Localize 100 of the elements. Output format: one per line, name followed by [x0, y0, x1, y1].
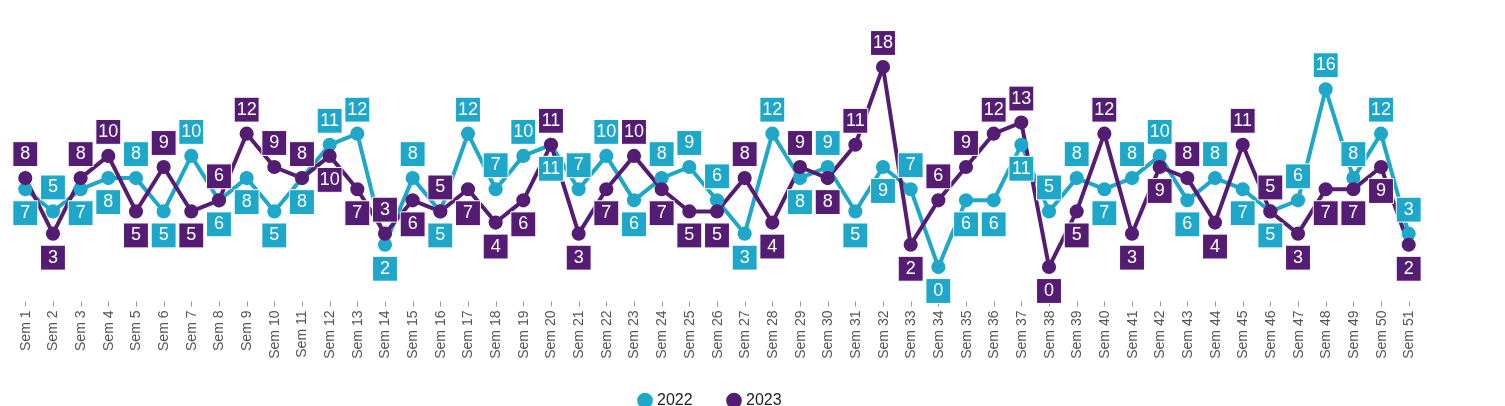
x-tick-label: Sem 49	[1344, 310, 1361, 359]
point	[1152, 159, 1167, 175]
point	[460, 126, 476, 141]
data-label: 6	[407, 213, 418, 234]
data-label: 0	[1044, 280, 1055, 300]
point	[875, 159, 891, 175]
data-label: 10	[319, 168, 340, 189]
data-label: 13	[1011, 87, 1032, 108]
data-label: 3	[1127, 246, 1138, 267]
x-tick-label: Sem 1	[16, 310, 33, 351]
point	[903, 182, 918, 197]
point	[571, 182, 586, 197]
data-label: 8	[1348, 143, 1359, 164]
x-tick-label: Sem 19	[514, 310, 531, 359]
point	[101, 171, 116, 186]
x-tick-label: Sem 43	[1178, 310, 1195, 359]
x-tick-label: Sem 27	[736, 310, 753, 359]
x-tick-label: Sem 20	[542, 310, 559, 359]
x-tick-label: Sem 14	[376, 310, 393, 359]
point	[1290, 193, 1306, 208]
point	[45, 226, 61, 241]
point	[986, 193, 1001, 208]
point	[128, 171, 144, 186]
x-tick-label: Sem 34	[929, 310, 946, 359]
data-label: 7	[490, 154, 501, 175]
x-tick-label: Sem 41	[1123, 310, 1140, 359]
x-tick-label: Sem 4	[99, 310, 116, 351]
data-label: 3	[1293, 246, 1304, 267]
data-label: 7	[20, 202, 31, 223]
data-label: 10	[181, 120, 202, 141]
data-label: 6	[1293, 165, 1304, 186]
point	[792, 159, 808, 175]
data-label: 9	[1376, 180, 1387, 200]
data-label: 5	[186, 224, 197, 245]
data-label: 6	[933, 165, 944, 186]
data-label: 5	[1265, 224, 1276, 245]
point	[128, 204, 144, 219]
data-label: 8	[822, 191, 833, 212]
point	[405, 171, 420, 186]
x-tick-label: Sem 28	[763, 310, 780, 359]
point	[460, 182, 476, 197]
point	[848, 137, 863, 152]
point	[156, 159, 171, 175]
point	[1041, 204, 1057, 219]
data-label: 5	[158, 224, 169, 245]
point	[1014, 115, 1029, 130]
point	[1235, 182, 1250, 197]
data-label: 10	[1149, 120, 1170, 141]
data-label: 7	[1237, 202, 1248, 223]
x-tick-label: Sem 6	[155, 310, 172, 351]
point	[1180, 171, 1195, 186]
data-label: 7	[1348, 202, 1359, 223]
point	[1290, 226, 1306, 241]
data-label: 0	[933, 280, 944, 300]
data-label: 5	[269, 224, 280, 245]
data-label: 7	[656, 202, 667, 223]
point	[737, 171, 752, 186]
point	[737, 226, 752, 241]
x-tick-label: Sem 35	[957, 310, 974, 359]
point	[1207, 171, 1223, 186]
data-label: 9	[795, 132, 806, 152]
point	[1180, 193, 1195, 208]
point	[239, 171, 254, 186]
data-label: 7	[601, 202, 612, 223]
point	[682, 159, 697, 175]
data-label: 7	[905, 154, 916, 175]
data-label: 8	[1127, 143, 1138, 164]
point	[1097, 182, 1112, 197]
data-label: 8	[739, 143, 750, 164]
x-tick-label: Sem 11	[293, 310, 310, 358]
data-label: 16	[1315, 54, 1336, 75]
x-tick-label: Sem 9	[238, 310, 255, 351]
data-label: 8	[20, 143, 31, 164]
x-tick-label: Sem 21	[570, 310, 587, 359]
data-label: 6	[518, 213, 529, 234]
x-tick-label: Sem 31	[846, 310, 863, 359]
data-label: 11	[846, 109, 865, 130]
data-label: 4	[490, 235, 501, 256]
point	[1069, 171, 1084, 186]
data-label: 12	[457, 98, 478, 119]
x-tick-label: Sem 50	[1372, 310, 1389, 359]
point	[516, 148, 531, 163]
data-label: 8	[296, 143, 307, 164]
data-label: 3	[739, 246, 750, 267]
point	[1346, 182, 1361, 197]
point	[1318, 82, 1333, 97]
point	[571, 226, 586, 241]
point	[903, 237, 918, 252]
point	[599, 182, 614, 197]
point	[1318, 182, 1333, 197]
x-tick-label: Sem 26	[708, 310, 725, 359]
data-label: 6	[988, 213, 999, 234]
point	[377, 226, 393, 241]
legend-label: 2022	[657, 391, 693, 406]
point	[18, 171, 33, 186]
point	[1014, 137, 1029, 152]
data-label: 6	[628, 213, 639, 234]
data-label: 6	[213, 213, 224, 234]
data-label: 10	[98, 120, 119, 141]
point	[101, 148, 116, 163]
